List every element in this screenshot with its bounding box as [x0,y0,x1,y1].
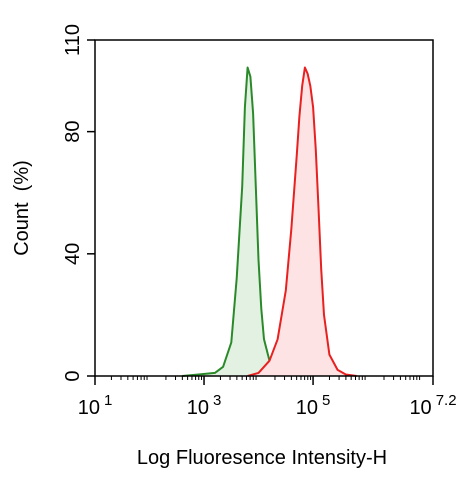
series-2-area [247,67,357,376]
x-tick-base: 10 [187,397,209,419]
x-axis-ticks: 10 1 10 3 10 5 10 7.2 [78,376,457,419]
x-tick-exponent: 5 [322,392,330,409]
plot-frame [94,39,434,377]
x-tick-label: 10 3 [187,392,222,419]
series-2-line [247,66,357,377]
y-axis-label: Count (%) [11,160,33,256]
x-tick-base: 10 [296,397,318,419]
x-tick-label: 10 5 [296,392,331,419]
y-tick-label: 40 [62,243,84,265]
y-tick-label: 110 [62,24,84,56]
x-tick-label: 10 7.2 [409,392,456,419]
x-tick-exponent: 1 [104,392,112,409]
y-tick-label: 0 [62,370,84,381]
x-tick-exponent: 7.2 [436,392,457,409]
x-tick-base: 10 [409,397,431,419]
series-1-area [182,67,303,376]
series-layer [182,66,357,377]
y-tick-label: 80 [62,121,84,143]
x-tick-label: 10 1 [78,392,113,419]
x-minor-ticks [110,376,421,380]
x-tick-base: 10 [78,397,100,419]
y-axis-ticks: 0 40 80 110 [62,24,95,382]
x-tick-exponent: 3 [213,392,221,409]
x-axis-label: Log Fluoresence Intensity-H [137,447,387,469]
